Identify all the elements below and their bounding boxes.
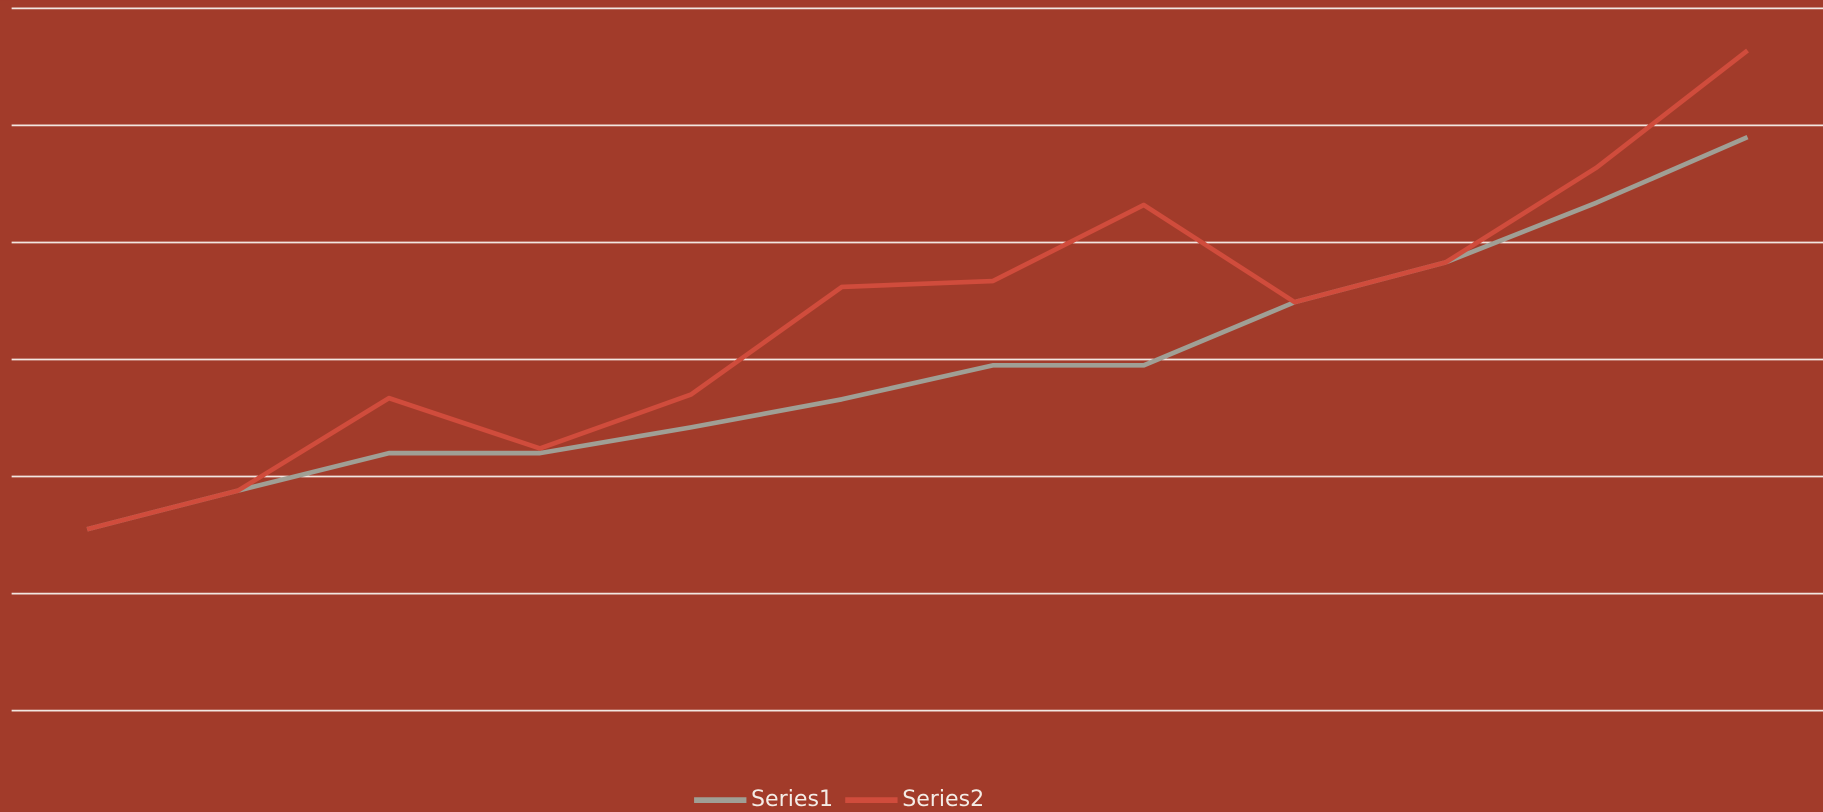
series-line	[86, 48, 1749, 532]
series-line	[86, 134, 1749, 532]
legend-label: Series2	[902, 787, 984, 812]
legend-label: Series1	[751, 787, 833, 812]
